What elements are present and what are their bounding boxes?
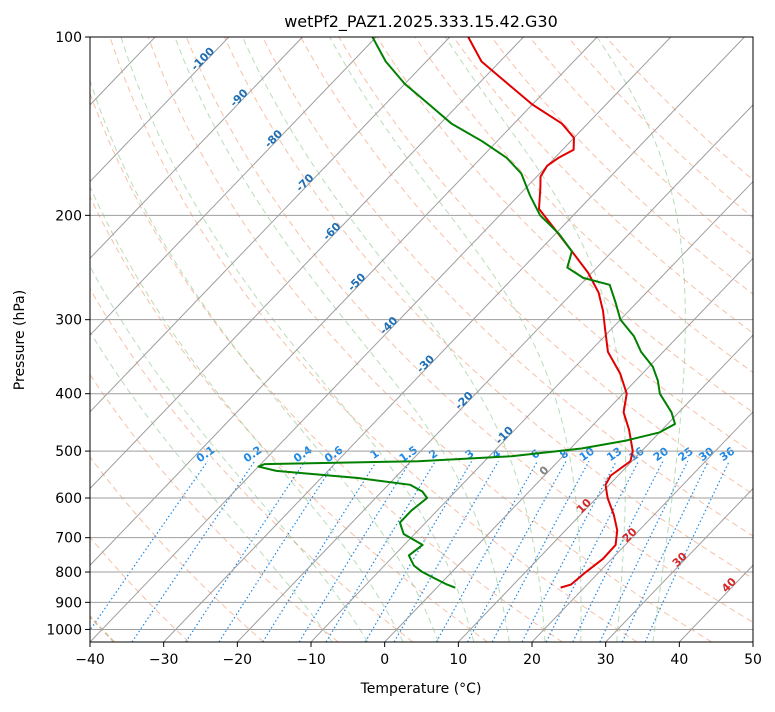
- isotherm-line: [90, 37, 451, 413]
- y-tick-label: 100: [55, 30, 82, 46]
- mixing-ratio-line: [521, 460, 617, 642]
- chart-title: wetPf2_PAZ1.2025.333.15.42.G30: [284, 12, 558, 32]
- dry-adiabat: [90, 373, 339, 642]
- x-tick-label: 10: [449, 652, 467, 668]
- isotherm-line: [90, 37, 377, 336]
- dry-adiabat: [109, 37, 638, 642]
- x-tick-label: −40: [75, 652, 105, 668]
- y-tick-label: 800: [55, 565, 82, 581]
- moist-adiabat: [174, 37, 510, 642]
- moist-adiabat: [90, 79, 439, 642]
- y-tick-label: 300: [55, 313, 82, 329]
- mixing-ratio-line: [298, 460, 411, 642]
- dry-adiabat: [90, 91, 563, 642]
- dry-adiabat: [452, 37, 753, 334]
- isotherm-line: [90, 37, 524, 490]
- axis-ticks: −40 −30 −20 −10 0 10 20 30 40 50 100 200 300 400 500 60…: [46, 30, 762, 668]
- isotherm-line: [163, 37, 745, 642]
- mixing-ratio-line: [572, 460, 664, 642]
- y-tick-label: 400: [55, 387, 82, 403]
- isotherm-line: [605, 487, 753, 642]
- y-tick-label: 500: [55, 444, 82, 460]
- x-tick-label: 40: [670, 652, 688, 668]
- y-axis-label: Pressure (hPa): [12, 290, 28, 390]
- dry-adiabat: [147, 37, 712, 642]
- x-tick-label: 50: [744, 652, 762, 668]
- temperature-line: [467, 37, 634, 589]
- isotherm-line: [457, 334, 753, 642]
- moist-adiabat: [329, 37, 582, 642]
- dry-adiabat: [376, 37, 753, 413]
- dry-adiabat: [185, 37, 753, 623]
- isotherm-line: [384, 257, 753, 642]
- y-tick-label: 700: [55, 531, 82, 547]
- isotherm-line: [236, 104, 753, 642]
- x-axis-label: Temperature (°C): [360, 681, 482, 697]
- x-tick-label: −10: [296, 652, 326, 668]
- y-tick-label: 1000: [46, 622, 82, 638]
- mixing-ratio-line: [644, 460, 730, 642]
- profile-series: [257, 37, 676, 589]
- moist-adiabat: [120, 37, 475, 642]
- y-tick-label: 600: [55, 491, 82, 507]
- mixing-ratio-line: [491, 460, 590, 642]
- dry-adiabat: [90, 456, 264, 642]
- isotherm-line: [310, 180, 753, 642]
- dry-adiabat: [414, 37, 753, 374]
- mixing-ratio-line: [599, 460, 689, 642]
- moist-adiabat: [242, 37, 546, 642]
- mixing-ratio-line: [545, 460, 640, 642]
- isotherm-line: [531, 411, 753, 642]
- mixing-ratio-line: [466, 460, 567, 642]
- dewpoint-line: [257, 37, 676, 589]
- mixing-ratio-line: [435, 460, 538, 642]
- mixing-ratio-line: [621, 460, 709, 642]
- y-tick-label: 200: [55, 208, 82, 224]
- dry-adiabat: [491, 37, 753, 295]
- dry-adiabat: [90, 195, 488, 642]
- isotherm-line: [90, 37, 598, 566]
- y-tick-label: 900: [55, 595, 82, 611]
- x-tick-label: −20: [223, 652, 253, 668]
- isotherm-line: [90, 37, 230, 183]
- isotherm-line: [90, 37, 303, 260]
- moist-adiabat: [90, 330, 333, 642]
- x-tick-label: 0: [380, 652, 389, 668]
- plot-frame: [89, 36, 754, 643]
- x-tick-label: 30: [597, 652, 615, 668]
- mixing-ratio-line: [185, 460, 306, 642]
- mixing-ratio-line: [218, 460, 337, 642]
- x-tick-label: −30: [149, 652, 179, 668]
- x-tick-label: 20: [523, 652, 541, 668]
- moist-adiabat: [596, 37, 686, 642]
- moist-adiabat: [90, 265, 369, 642]
